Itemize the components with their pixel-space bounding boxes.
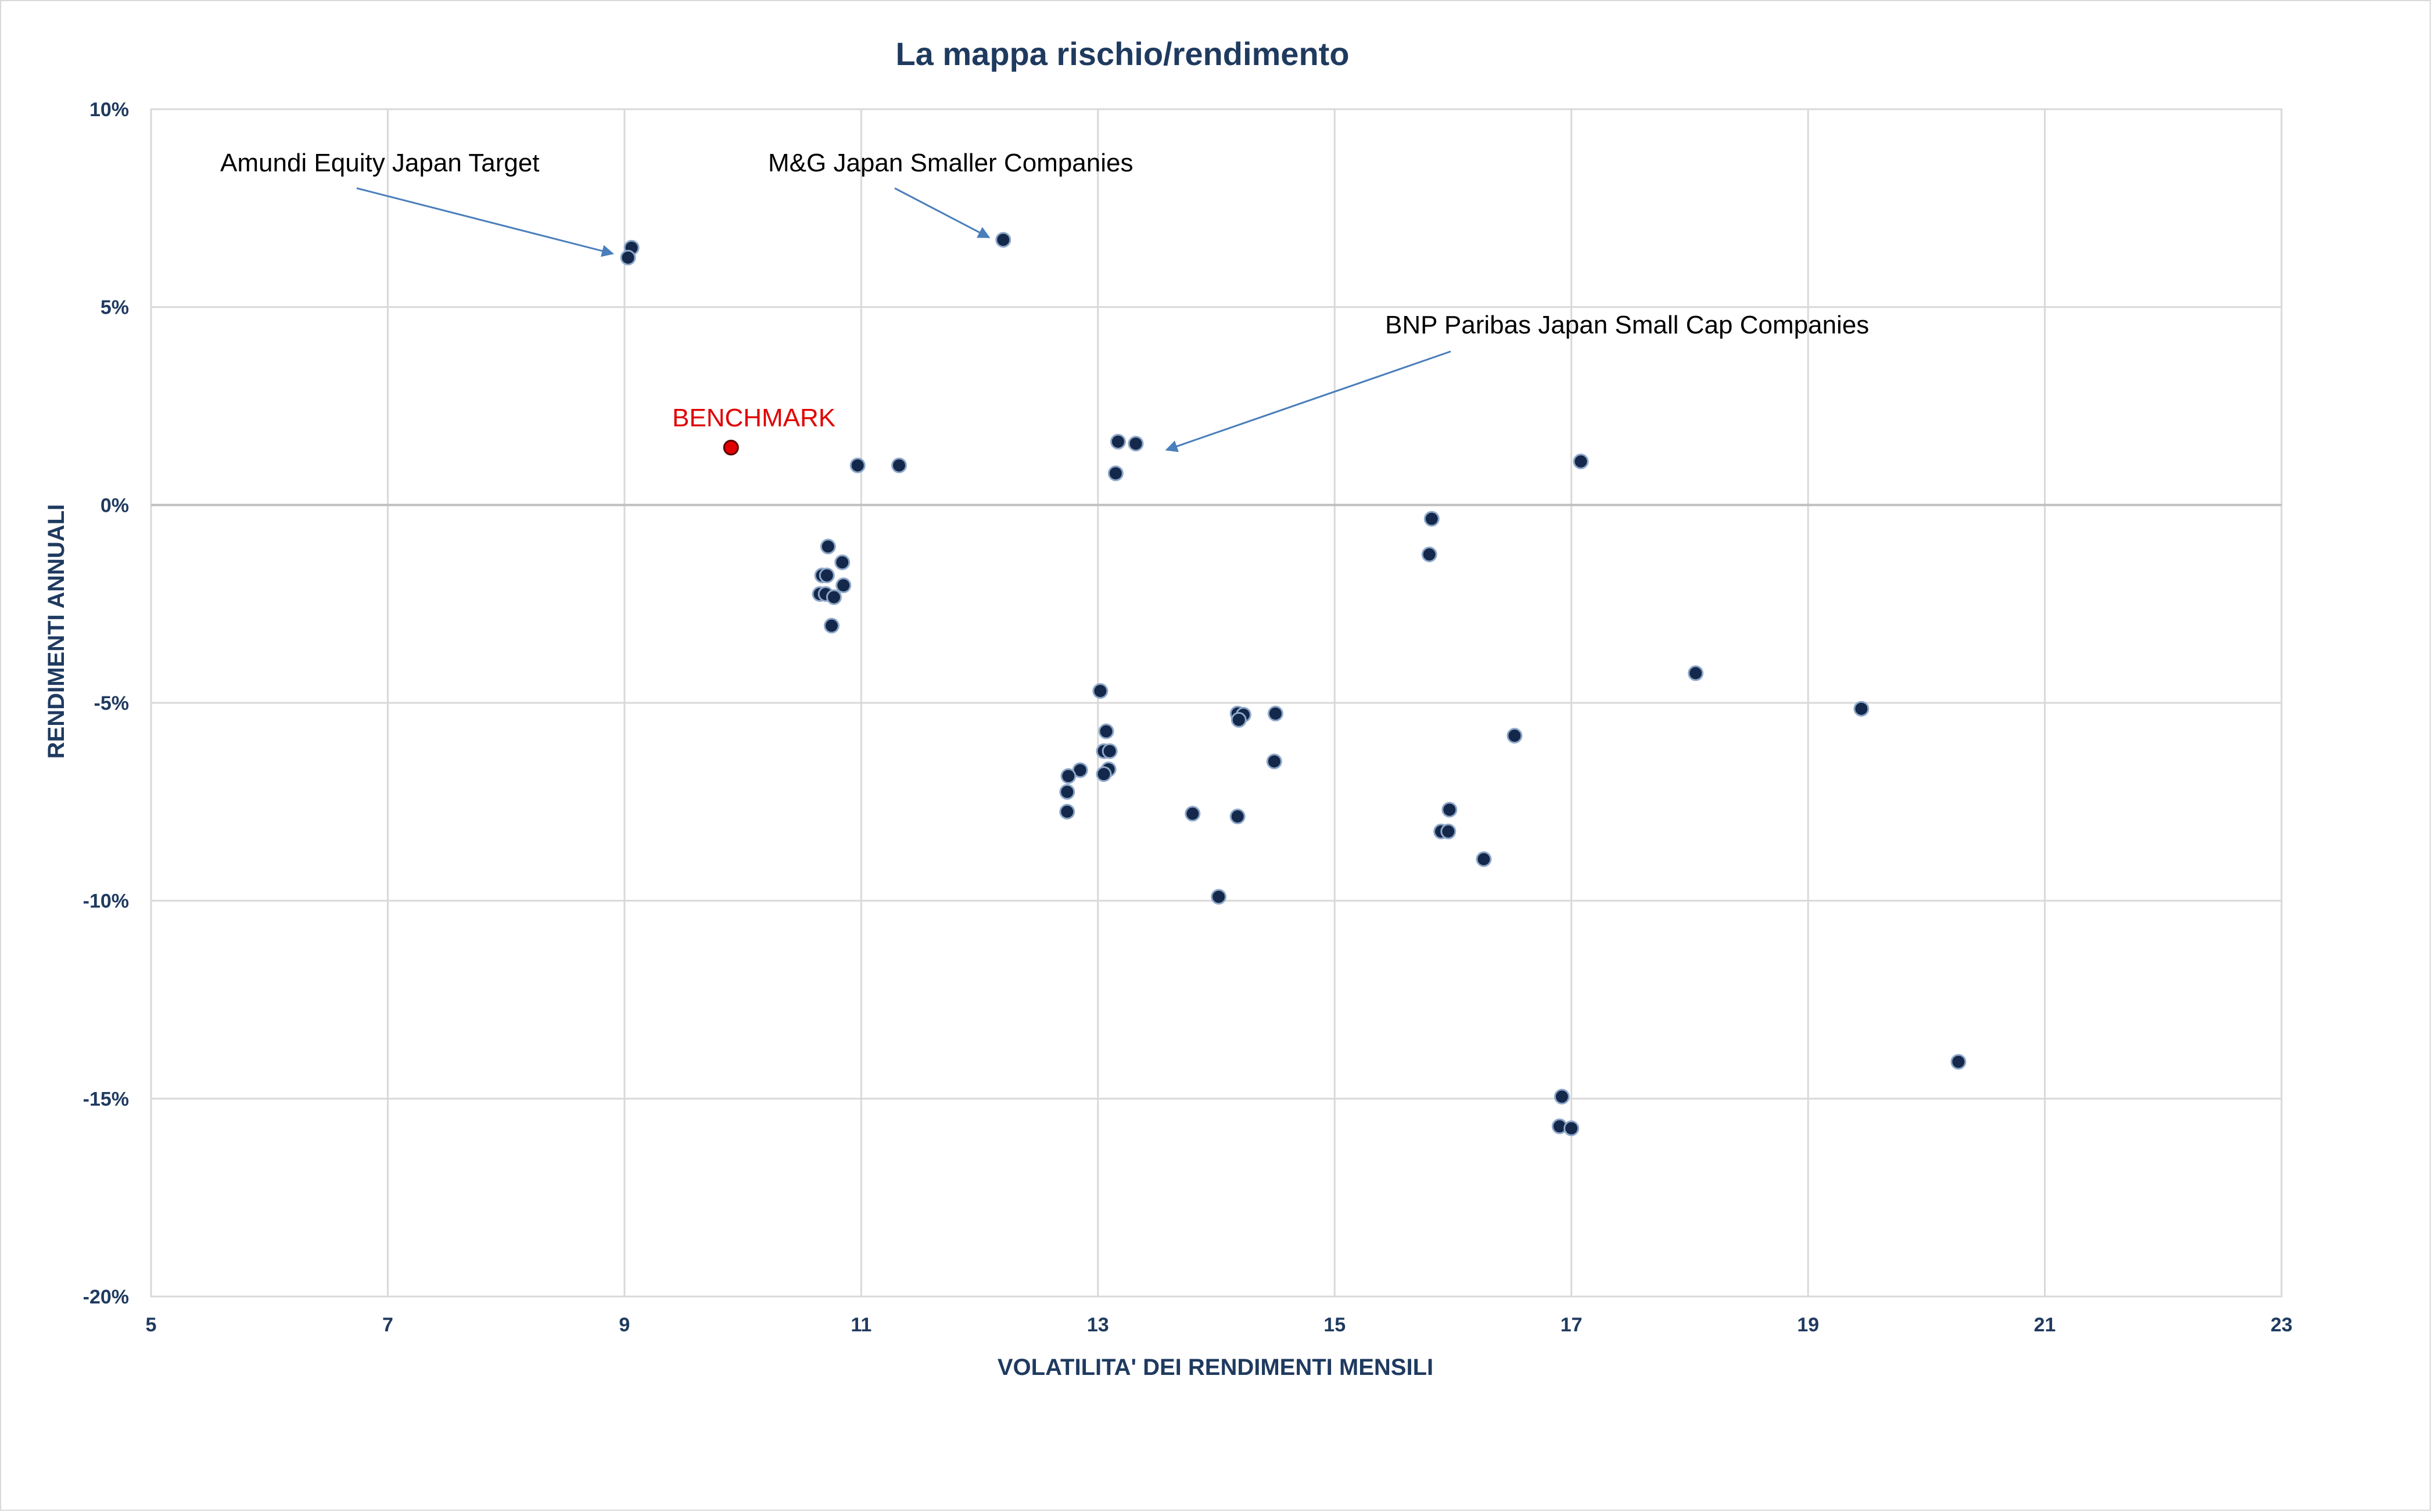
fund-point	[1950, 1054, 1967, 1070]
annotation-mg-label: M&G Japan Smaller Companies	[768, 149, 1133, 177]
fund-point	[1059, 784, 1075, 800]
fund-point	[1128, 436, 1144, 452]
fund-point	[1554, 1089, 1570, 1105]
fund-point	[1231, 712, 1247, 728]
x-tick-label: 19	[1797, 1314, 1819, 1336]
chart-title: La mappa rischio/rendimento	[895, 35, 1349, 72]
fund-point	[823, 617, 840, 634]
y-axis-label: RENDIMENTI ANNUALI	[44, 504, 69, 759]
x-axis-label: VOLATILITA' DEI RENDIMENTI MENSILI	[998, 1355, 1433, 1380]
fund-point	[1185, 806, 1201, 822]
x-tick-label: 17	[1561, 1314, 1583, 1336]
annotation-bnp-label: BNP Paribas Japan Small Cap Companies	[1385, 311, 1869, 339]
fund-point	[1211, 889, 1227, 905]
point-layer	[620, 232, 1967, 1136]
x-tick-label: 13	[1087, 1314, 1109, 1336]
fund-point	[995, 232, 1011, 248]
fund-point	[835, 577, 852, 594]
annotation-benchmark-label: BENCHMARK	[672, 404, 835, 432]
fund-point	[1107, 465, 1124, 482]
fund-point	[1267, 705, 1283, 721]
y-tick-label: 10%	[89, 99, 129, 121]
y-tick-label: -5%	[94, 692, 129, 714]
annotation-layer: Amundi Equity Japan Target M&G Japan Sma…	[220, 149, 1869, 452]
fund-point	[1092, 683, 1109, 699]
x-tick-label: 7	[382, 1314, 393, 1336]
fund-point	[1573, 453, 1589, 469]
fund-point	[1060, 768, 1077, 784]
fund-point	[1476, 851, 1492, 867]
fund-point	[826, 589, 842, 605]
fund-point	[1423, 511, 1440, 527]
benchmark-point	[723, 440, 739, 456]
fund-point	[1421, 547, 1437, 562]
fund-point	[620, 250, 636, 265]
fund-point	[1096, 766, 1112, 782]
annotation-bnp-arrow	[1165, 350, 1451, 452]
fund-point	[891, 457, 907, 473]
fund-point	[1110, 433, 1126, 450]
fund-point	[1266, 753, 1282, 770]
fund-point	[849, 457, 866, 473]
grid-layer	[150, 108, 2283, 1298]
fund-point	[1102, 743, 1118, 759]
fund-point	[1853, 701, 1870, 717]
fund-point	[1506, 728, 1523, 744]
x-tick-label: 5	[146, 1314, 157, 1336]
fund-point	[819, 568, 835, 584]
tick-labels: 5 7 9 11 13 15 17 19 21 23 10% 5% 0% -5% -10% -15% -20%	[83, 99, 2293, 1336]
y-tick-label: 0%	[101, 494, 129, 516]
x-tick-label: 23	[2270, 1314, 2293, 1336]
annotation-amundi-arrow	[356, 187, 614, 257]
y-tick-label: -15%	[83, 1088, 129, 1110]
x-tick-label: 11	[851, 1314, 871, 1336]
fund-point	[1688, 665, 1704, 681]
y-tick-label: 5%	[101, 297, 129, 319]
y-tick-label: -10%	[83, 890, 129, 913]
annotation-mg-arrow	[894, 187, 991, 239]
fund-point	[1440, 823, 1457, 839]
fund-point	[1563, 1120, 1580, 1136]
fund-point	[1441, 802, 1458, 818]
fund-point	[1059, 803, 1075, 820]
fund-point	[1098, 723, 1114, 739]
y-tick-label: -20%	[83, 1286, 129, 1308]
fund-point	[820, 538, 836, 555]
fund-point	[834, 554, 851, 570]
x-tick-label: 9	[619, 1314, 630, 1336]
x-tick-label: 15	[1323, 1314, 1346, 1336]
x-tick-label: 21	[2034, 1314, 2056, 1336]
annotation-amundi-label: Amundi Equity Japan Target	[220, 149, 540, 177]
fund-point	[1229, 809, 1246, 825]
